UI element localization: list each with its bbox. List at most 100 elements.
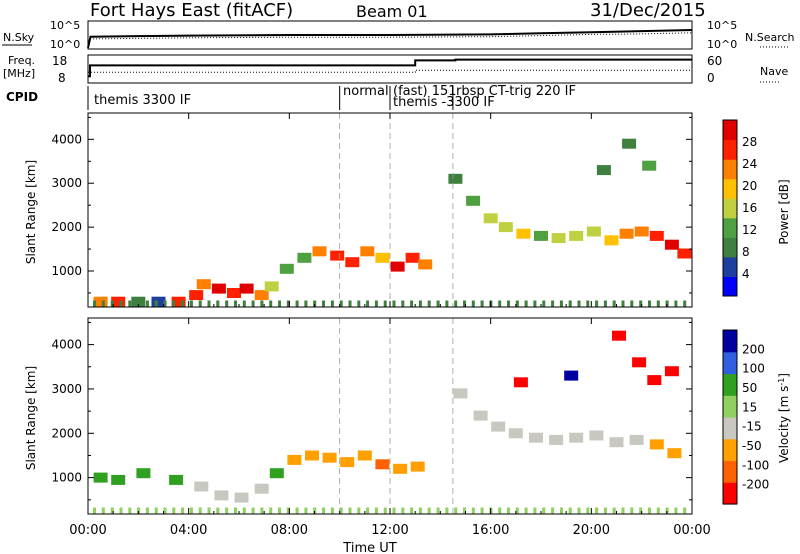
- cpid-program-normal: normal: [343, 84, 389, 99]
- power-cbar-segment: [723, 256, 737, 277]
- velocity-speckle: [630, 507, 634, 514]
- power-cell-33: [634, 226, 649, 237]
- power-speckle: [639, 300, 643, 307]
- power-speckle: [674, 300, 678, 307]
- velocity-cell-7: [254, 483, 269, 494]
- power-speckle: [269, 300, 273, 307]
- power-cbar-segment: [723, 198, 737, 219]
- power-speckle: [357, 300, 361, 307]
- power-scatter-cells: [93, 138, 692, 307]
- power-cbar-frame: [722, 119, 738, 297]
- power-cell-9: [239, 283, 254, 294]
- velocity-cell-6: [234, 492, 249, 503]
- power-cbar-tick-3: 16: [742, 201, 757, 215]
- velocity-scatter-cells: [93, 330, 687, 514]
- velocity-cell-11: [322, 452, 337, 463]
- velocity-speckle: [665, 507, 669, 514]
- power-ytick-label-2: 2000: [51, 220, 82, 234]
- velocity-cbar-label-suffix: ]: [777, 373, 791, 378]
- power-speckle: [234, 300, 237, 307]
- power-cell-18: [375, 252, 390, 263]
- nsky-series-line: [87, 29, 693, 49]
- velocity-speckle: [304, 507, 308, 514]
- velocity-speckle: [427, 507, 431, 514]
- velocity-cell-2: [136, 468, 151, 479]
- velocity-cbar-segment: [723, 460, 737, 483]
- velocity-cell-19: [491, 421, 506, 432]
- power-cbar-tick-1: 24: [742, 157, 757, 171]
- velocity-cell-31: [612, 330, 626, 341]
- velocity-cell-33: [647, 375, 662, 386]
- x-tick-label-2: 08:00: [271, 523, 308, 538]
- velocity-speckle: [401, 507, 405, 514]
- velocity-speckle: [251, 507, 255, 514]
- velocity-speckle: [656, 507, 660, 514]
- power-cbar-segment: [723, 139, 737, 160]
- freq-panel-frame: [87, 54, 693, 84]
- velocity-speckle: [454, 507, 458, 514]
- power-speckle: [401, 300, 405, 307]
- velocity-speckle: [207, 507, 211, 514]
- noise-panel: N.Sky 10^5 10^0 10^5 10^0 N.Search: [2, 19, 795, 51]
- velocity-ylabel: Slant Range [km]: [24, 366, 38, 470]
- velocity-cell-17: [453, 388, 468, 399]
- velocity-cell-12: [340, 457, 355, 468]
- beam-label: Beam 01: [356, 2, 428, 21]
- power-panel: 4000 3000 2000 1000 Slant Range [km] 28 24 20…: [24, 112, 791, 308]
- power-cell-8: [227, 288, 241, 298]
- velocity-speckle: [374, 507, 378, 514]
- velocity-speckle: [586, 507, 590, 514]
- power-cell-5: [189, 290, 204, 301]
- velocity-cell-23: [569, 432, 584, 443]
- power-ytick-label-0: 4000: [51, 132, 82, 146]
- velocity-speckle: [322, 507, 325, 514]
- velocity-speckle: [189, 507, 193, 514]
- velocity-speckle: [480, 507, 484, 514]
- cpid-label: CPID: [6, 90, 38, 104]
- power-cell-1: [111, 296, 126, 307]
- freq-tick-top: 18: [52, 54, 67, 68]
- velocity-speckle: [295, 507, 299, 514]
- velocity-speckle: [410, 507, 414, 514]
- power-cell-15: [330, 250, 345, 261]
- velocity-cell-8: [269, 468, 284, 479]
- velocity-speckle: [278, 507, 281, 514]
- x-tick-label-3: 12:00: [371, 523, 408, 538]
- velocity-speckle: [383, 507, 387, 514]
- power-speckle: [295, 300, 299, 307]
- velocity-speckle: [313, 507, 317, 514]
- velocity-speckle: [568, 507, 572, 514]
- power-speckle: [304, 300, 308, 307]
- power-cell-0: [93, 296, 108, 307]
- velocity-ytick-label-3: 1000: [51, 471, 82, 485]
- noise-right-tick-top: 10^5: [707, 19, 737, 32]
- power-cell-3: [151, 296, 166, 307]
- velocity-speckle: [471, 507, 475, 514]
- power-speckle: [330, 300, 334, 307]
- velocity-speckle: [683, 507, 687, 514]
- velocity-cbar-tick-1: 100: [742, 362, 765, 376]
- power-speckle: [454, 300, 458, 307]
- velocity-speckle: [145, 507, 149, 514]
- power-cell-24: [483, 213, 498, 224]
- power-cell-26: [516, 228, 531, 239]
- cpid-markers: [87, 86, 454, 110]
- power-cell-11: [264, 281, 279, 292]
- power-speckle: [568, 300, 572, 307]
- velocity-speckle: [128, 507, 132, 514]
- velocity-speckle: [216, 507, 220, 514]
- noise-left-tick-top: 10^5: [50, 19, 80, 32]
- freq-series-line: [88, 58, 692, 78]
- velocity-speckle: [110, 507, 114, 514]
- velocity-speckle: [551, 507, 555, 514]
- power-speckle: [128, 300, 132, 307]
- velocity-cbar-label: Velocity [m s-1]: [777, 373, 791, 463]
- velocity-cell-26: [629, 434, 644, 445]
- velocity-cell-32: [632, 357, 647, 368]
- velocity-cbar-tick-6: -100: [742, 458, 769, 472]
- power-cell-14: [312, 246, 327, 257]
- power-cell-12: [279, 263, 294, 274]
- power-cell-27: [534, 230, 548, 241]
- freq-unit-label: [MHz]: [3, 67, 35, 80]
